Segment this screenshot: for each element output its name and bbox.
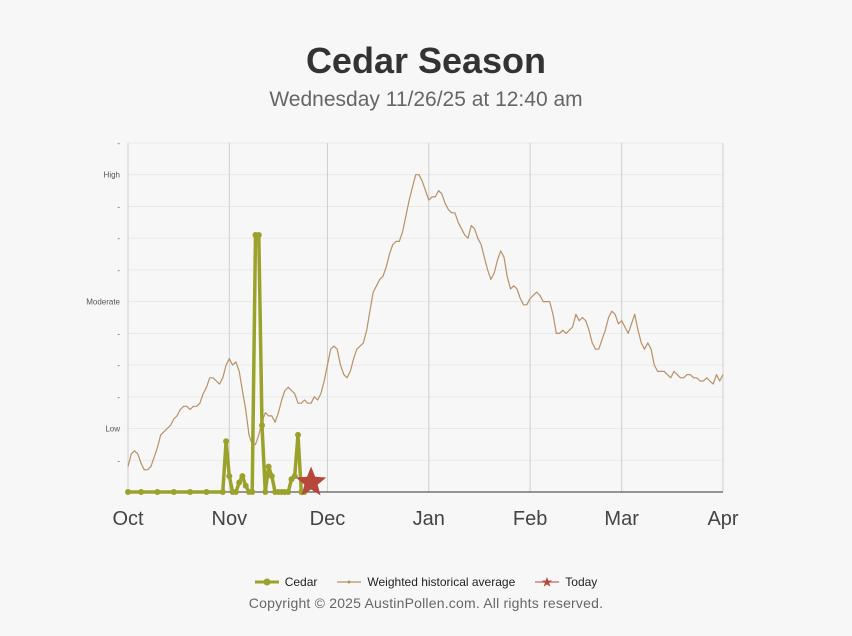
cedar-point	[203, 489, 210, 495]
cedar-point	[226, 473, 233, 480]
series	[125, 174, 724, 496]
y-tick-label: -	[117, 361, 120, 370]
cedar-point	[236, 479, 243, 486]
y-tick-label: -	[117, 139, 120, 148]
legend: Cedar Weighted historical average Today	[0, 575, 852, 589]
cedar-point	[255, 232, 262, 238]
cedar-point	[125, 489, 131, 495]
cedar-point	[223, 438, 230, 445]
y-tick-label: -	[117, 456, 120, 465]
cedar-point	[249, 489, 256, 495]
cedar-line-icon	[254, 578, 279, 586]
legend-label: Cedar	[284, 575, 318, 589]
chart-title: Cedar Season	[305, 40, 547, 81]
y-tick-label: High	[104, 171, 120, 180]
x-tick-label: Nov	[212, 508, 248, 530]
y-tick-label: Low	[105, 425, 120, 434]
x-axis-labels: Oct Nov Dec Jan Feb Mar Apr	[112, 508, 738, 530]
cedar-point	[170, 489, 177, 495]
chart-subtitle: Wednesday 11/26/25 at 12:40 am	[269, 88, 583, 111]
legend-label: Today	[565, 575, 598, 589]
cedar-point	[187, 489, 194, 495]
cedar-line	[128, 233, 305, 494]
legend-item-today[interactable]: Today	[535, 575, 597, 589]
y-tick-label: -	[117, 393, 120, 402]
cedar-point	[219, 489, 226, 495]
average-line-icon	[337, 580, 362, 584]
legend-item-cedar[interactable]: Cedar	[254, 575, 318, 589]
x-tick-label: Apr	[707, 508, 738, 530]
cedar-point	[262, 489, 269, 495]
star-icon	[535, 577, 560, 587]
x-tick-label: Jan	[413, 508, 445, 530]
cedar-point	[242, 482, 249, 489]
cedar-point	[154, 489, 161, 495]
x-tick-label: Dec	[310, 508, 346, 530]
today-star-marker	[295, 466, 327, 496]
cedar-point	[268, 473, 275, 480]
cedar-point	[259, 422, 265, 429]
y-tick-label: -	[117, 202, 120, 211]
y-axis-labels: - Low - - - Moderate - - - High -	[86, 139, 120, 465]
y-tick-label: Moderate	[86, 298, 120, 307]
cedar-point	[138, 489, 145, 495]
copyright-notice: Copyright © 2025 AustinPollen.com. All r…	[248, 595, 604, 611]
legend-label: Weighted historical average	[367, 575, 516, 589]
x-tick-label: Feb	[513, 508, 547, 530]
cedar-point	[285, 489, 292, 495]
y-tick-label: -	[117, 234, 120, 243]
cedar-point	[232, 489, 239, 495]
x-tick-label: Oct	[112, 508, 144, 530]
grid	[127, 142, 724, 493]
x-tick-label: Mar	[604, 508, 639, 530]
legend-item-historical-average[interactable]: Weighted historical average	[337, 575, 515, 589]
cedar-point	[295, 431, 301, 438]
historical-average-line	[127, 174, 724, 471]
cedar-point	[239, 473, 246, 480]
y-tick-label: -	[117, 329, 120, 338]
cedar-point	[265, 463, 272, 470]
y-tick-label: -	[117, 266, 120, 275]
